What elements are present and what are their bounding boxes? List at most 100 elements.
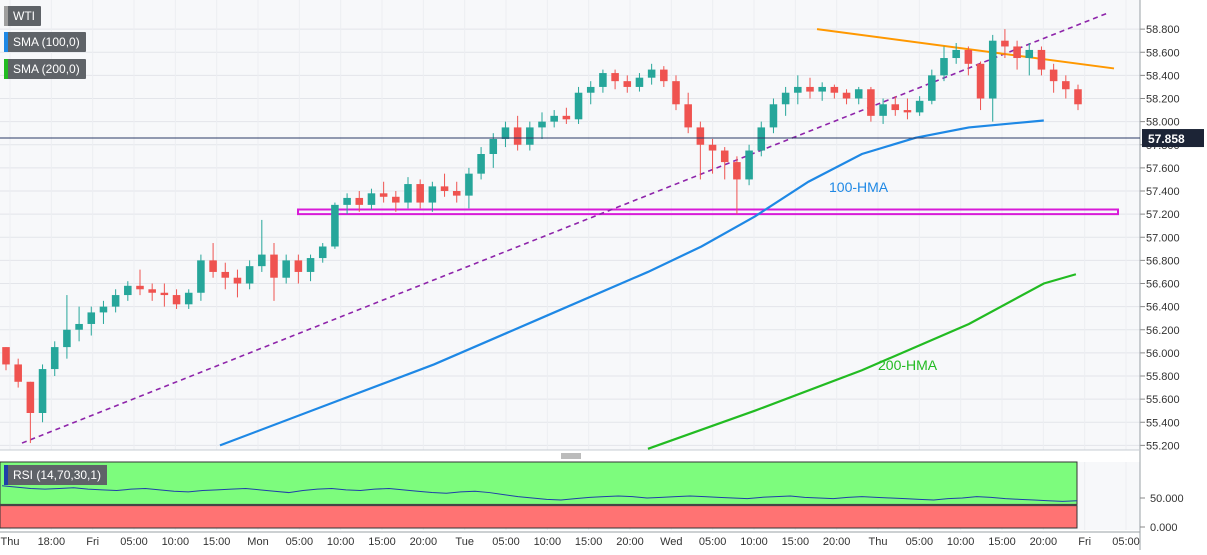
candle-body <box>720 150 729 163</box>
candle-body <box>891 104 900 111</box>
hma100-line <box>219 119 1044 447</box>
candle-body <box>209 260 217 272</box>
x-tick-label: Thu <box>1 536 20 548</box>
candle-body <box>63 329 71 348</box>
candle-body <box>318 246 327 259</box>
x-tick-label: 20:00 <box>616 536 644 548</box>
candle-body <box>623 81 632 87</box>
candle-body <box>1062 81 1070 90</box>
candle-body <box>1001 40 1009 47</box>
y-tick-label: 58.600 <box>1146 47 1180 59</box>
y-tick-label: 58.400 <box>1146 70 1180 82</box>
candle-body <box>50 347 59 370</box>
legend-sma200[interactable]: SMA (200,0) <box>4 59 86 79</box>
candle-body <box>136 285 144 290</box>
candle-body <box>647 69 656 78</box>
candle-body <box>818 86 826 92</box>
candle-body <box>842 92 851 99</box>
candle-body <box>197 260 205 293</box>
candle-body <box>99 306 108 313</box>
y-tick-label: 57.400 <box>1146 186 1180 198</box>
candle-body <box>672 81 680 105</box>
candle-body <box>14 364 22 382</box>
candle-body <box>928 75 936 101</box>
candle-body <box>404 184 412 203</box>
candle-body <box>87 312 96 324</box>
candle-body <box>781 92 790 105</box>
candle-body <box>550 115 558 122</box>
candle-body <box>1074 89 1082 105</box>
x-tick-label: 05:00 <box>120 536 148 548</box>
candle-body <box>355 197 364 205</box>
candle-body <box>769 104 778 128</box>
legend-rsi[interactable]: RSI (14,70,30,1) <box>4 465 108 485</box>
legend-sma100[interactable]: SMA (100,0) <box>4 32 86 52</box>
x-tick-label: 05:00 <box>286 536 314 548</box>
rsi-line <box>1 485 1078 502</box>
candle-body <box>233 277 242 284</box>
candle-body <box>660 69 668 82</box>
candle-body <box>111 295 120 307</box>
x-tick-label: 15:00 <box>575 536 603 548</box>
x-tick-label: 10:00 <box>162 536 190 548</box>
x-tick-label: 18:00 <box>38 536 66 548</box>
y-tick-label: 55.800 <box>1146 371 1180 383</box>
candle-body <box>611 73 619 82</box>
legend-sma100-label: SMA (100,0) <box>13 35 80 49</box>
y-tick-label: 56.000 <box>1146 348 1180 360</box>
candle-body <box>428 186 437 203</box>
candle-body <box>392 196 400 203</box>
rsi-y-tick-label: 0.000 <box>1150 522 1178 534</box>
candle-body <box>757 127 766 151</box>
candle-body <box>489 138 498 154</box>
y-tick-label: 57.000 <box>1146 232 1180 244</box>
y-tick-label: 57.200 <box>1146 209 1180 221</box>
candle-body <box>331 204 339 247</box>
candle-body <box>586 86 595 93</box>
x-tick-label: 20:00 <box>410 536 438 548</box>
candle-body <box>733 162 741 180</box>
rsi-y-tick-label: 50.000 <box>1150 493 1184 505</box>
candle-body <box>367 193 376 205</box>
candle-body <box>964 49 973 64</box>
hma100-annotation: 100-HMA <box>829 179 889 195</box>
candle-body <box>172 295 181 305</box>
candle-body <box>745 150 753 180</box>
candle-body <box>1049 69 1058 82</box>
x-tick-label: 15:00 <box>988 536 1016 548</box>
y-tick-label: 58.800 <box>1146 24 1180 36</box>
candle-body <box>599 73 607 87</box>
x-tick-label: 15:00 <box>782 536 810 548</box>
candle-body <box>1013 46 1021 59</box>
rsi-oversold-band <box>0 505 1078 529</box>
support-trendline <box>21 12 1109 444</box>
legend-symbol[interactable]: WTI <box>4 6 41 26</box>
x-tick-label: 10:00 <box>740 536 768 548</box>
candle-body <box>635 77 644 87</box>
candle-body <box>708 144 717 151</box>
x-tick-label: Fri <box>86 536 99 548</box>
current-price-label: 57.858 <box>1148 132 1185 146</box>
candle-body <box>1037 49 1046 70</box>
candle-body <box>465 173 473 196</box>
x-tick-label: 10:00 <box>534 536 562 548</box>
y-tick-label: 56.200 <box>1146 325 1180 337</box>
x-tick-label: 05:00 <box>699 536 727 548</box>
candle-body <box>988 40 997 99</box>
candle-body <box>501 127 510 139</box>
candle-body <box>574 92 583 120</box>
hma200-line <box>647 273 1077 450</box>
y-tick-label: 57.600 <box>1146 163 1180 175</box>
candle-body <box>794 86 802 93</box>
candle-body <box>270 254 278 278</box>
support-zone <box>297 208 1119 216</box>
y-tick-label: 55.400 <box>1146 417 1180 429</box>
candle-body <box>184 292 193 305</box>
candle-body <box>26 381 35 413</box>
candle-body <box>38 369 47 413</box>
x-tick-label: 15:00 <box>203 536 231 548</box>
candle-body <box>684 104 692 128</box>
candle-body <box>306 258 315 272</box>
y-tick-label: 58.000 <box>1146 117 1180 129</box>
